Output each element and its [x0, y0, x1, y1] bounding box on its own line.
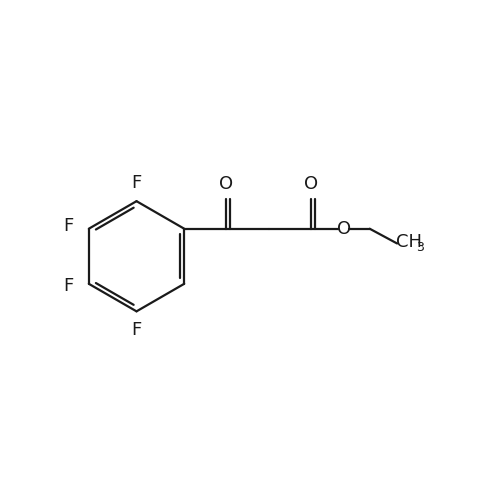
Text: F: F	[131, 174, 142, 192]
Text: O: O	[304, 175, 318, 193]
Text: CH: CH	[396, 233, 422, 251]
Text: F: F	[64, 277, 74, 295]
Text: F: F	[131, 320, 142, 339]
Text: F: F	[64, 217, 74, 235]
Text: O: O	[219, 175, 233, 193]
Text: 3: 3	[416, 241, 424, 254]
Text: O: O	[337, 220, 351, 238]
